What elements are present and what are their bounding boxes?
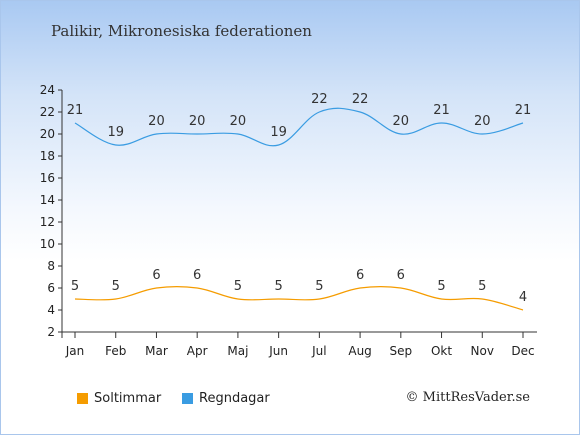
data-label-regndagar: 22 [352, 92, 369, 107]
y-tick-label: 12 [40, 215, 55, 229]
data-label-soltimmar: 6 [397, 268, 405, 283]
data-label-soltimmar: 6 [152, 268, 160, 283]
y-tick-label: 10 [40, 237, 55, 251]
y-tick-label: 24 [40, 83, 55, 97]
x-tick-label: Nov [471, 344, 494, 358]
x-tick-label: Aug [348, 344, 371, 358]
data-label-soltimmar: 6 [193, 268, 201, 283]
y-tick-label: 16 [40, 171, 55, 185]
data-label-regndagar: 19 [107, 125, 124, 140]
data-label-soltimmar: 5 [71, 279, 79, 294]
y-tick-label: 20 [40, 127, 55, 141]
x-tick-label: Dec [511, 344, 534, 358]
data-label-soltimmar: 4 [519, 290, 527, 305]
legend-label-regndagar: Regndagar [199, 391, 270, 406]
x-tick-label: Jun [268, 344, 288, 358]
data-label-soltimmar: 5 [437, 279, 445, 294]
data-label-regndagar: 20 [474, 114, 491, 129]
x-tick-label: Sep [390, 344, 413, 358]
data-label-soltimmar: 5 [478, 279, 486, 294]
data-label-regndagar: 21 [433, 103, 450, 118]
legend-label-soltimmar: Soltimmar [94, 391, 162, 406]
series-line-regndagar [74, 107, 524, 147]
y-tick-label: 14 [40, 193, 55, 207]
legend-item-regndagar: Regndagar [182, 391, 270, 406]
x-tick-label: Apr [187, 344, 208, 358]
y-tick-label: 6 [47, 281, 55, 295]
copyright-text: © MittResVader.se [405, 390, 530, 405]
chart-title: Palikir, Mikronesiska federationen [51, 22, 312, 40]
x-tick-label: Jul [311, 344, 326, 358]
data-label-regndagar: 21 [515, 103, 532, 118]
legend-item-soltimmar: Soltimmar [77, 391, 161, 406]
x-tick-label: Mar [145, 344, 168, 358]
x-tick-label: Jan [65, 344, 85, 358]
data-label-soltimmar: 6 [356, 268, 364, 283]
y-tick-label: 4 [47, 303, 55, 317]
data-label-soltimmar: 5 [274, 279, 282, 294]
y-tick-label: 2 [47, 325, 55, 339]
series-line-soltimmar [74, 285, 524, 311]
y-tick-label: 22 [40, 105, 55, 119]
x-tick-label: Okt [431, 344, 452, 358]
data-label-regndagar: 19 [270, 125, 287, 140]
data-label-soltimmar: 5 [234, 279, 242, 294]
data-label-soltimmar: 5 [112, 279, 120, 294]
data-label-regndagar: 20 [230, 114, 247, 129]
data-label-regndagar: 22 [311, 92, 328, 107]
y-tick-label: 8 [47, 259, 55, 273]
legend-swatch-soltimmar [77, 393, 88, 404]
data-label-regndagar: 20 [148, 114, 165, 129]
data-label-regndagar: 20 [189, 114, 206, 129]
x-tick-label: Feb [105, 344, 126, 358]
x-tick-label: Maj [227, 344, 248, 358]
data-label-regndagar: 21 [67, 103, 84, 118]
legend-swatch-regndagar [182, 393, 193, 404]
y-tick-label: 18 [40, 149, 55, 163]
data-label-regndagar: 20 [393, 114, 410, 129]
data-label-soltimmar: 5 [315, 279, 323, 294]
